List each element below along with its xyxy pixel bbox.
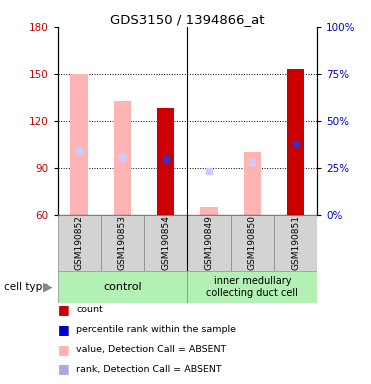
Text: ▶: ▶	[43, 281, 53, 293]
Title: GDS3150 / 1394866_at: GDS3150 / 1394866_at	[110, 13, 265, 26]
Text: percentile rank within the sample: percentile rank within the sample	[76, 324, 236, 334]
Bar	[70, 74, 88, 215]
Text: count: count	[76, 305, 103, 314]
Bar	[144, 215, 187, 271]
Bar	[187, 271, 317, 303]
Text: inner medullary
collecting duct cell: inner medullary collecting duct cell	[206, 276, 298, 298]
Text: ■: ■	[58, 303, 69, 316]
Bar	[231, 215, 274, 271]
Bar	[244, 152, 261, 215]
Bar	[101, 215, 144, 271]
Text: control: control	[103, 282, 142, 292]
Bar	[187, 215, 231, 271]
Text: ■: ■	[58, 362, 69, 376]
Text: ■: ■	[58, 323, 69, 336]
Text: GSM190849: GSM190849	[204, 215, 213, 270]
Text: GSM190851: GSM190851	[291, 215, 300, 270]
Bar	[157, 108, 174, 215]
Bar	[287, 69, 304, 215]
Text: rank, Detection Call = ABSENT: rank, Detection Call = ABSENT	[76, 364, 222, 374]
Text: GSM190854: GSM190854	[161, 215, 170, 270]
Bar	[200, 207, 218, 215]
Text: GSM190850: GSM190850	[248, 215, 257, 270]
Bar	[58, 271, 187, 303]
Text: GSM190853: GSM190853	[118, 215, 127, 270]
Text: value, Detection Call = ABSENT: value, Detection Call = ABSENT	[76, 344, 226, 354]
Text: ■: ■	[58, 343, 69, 356]
Bar	[274, 215, 317, 271]
Text: cell type: cell type	[4, 282, 48, 292]
Bar	[114, 101, 131, 215]
Bar	[58, 215, 101, 271]
Text: GSM190852: GSM190852	[75, 215, 83, 270]
